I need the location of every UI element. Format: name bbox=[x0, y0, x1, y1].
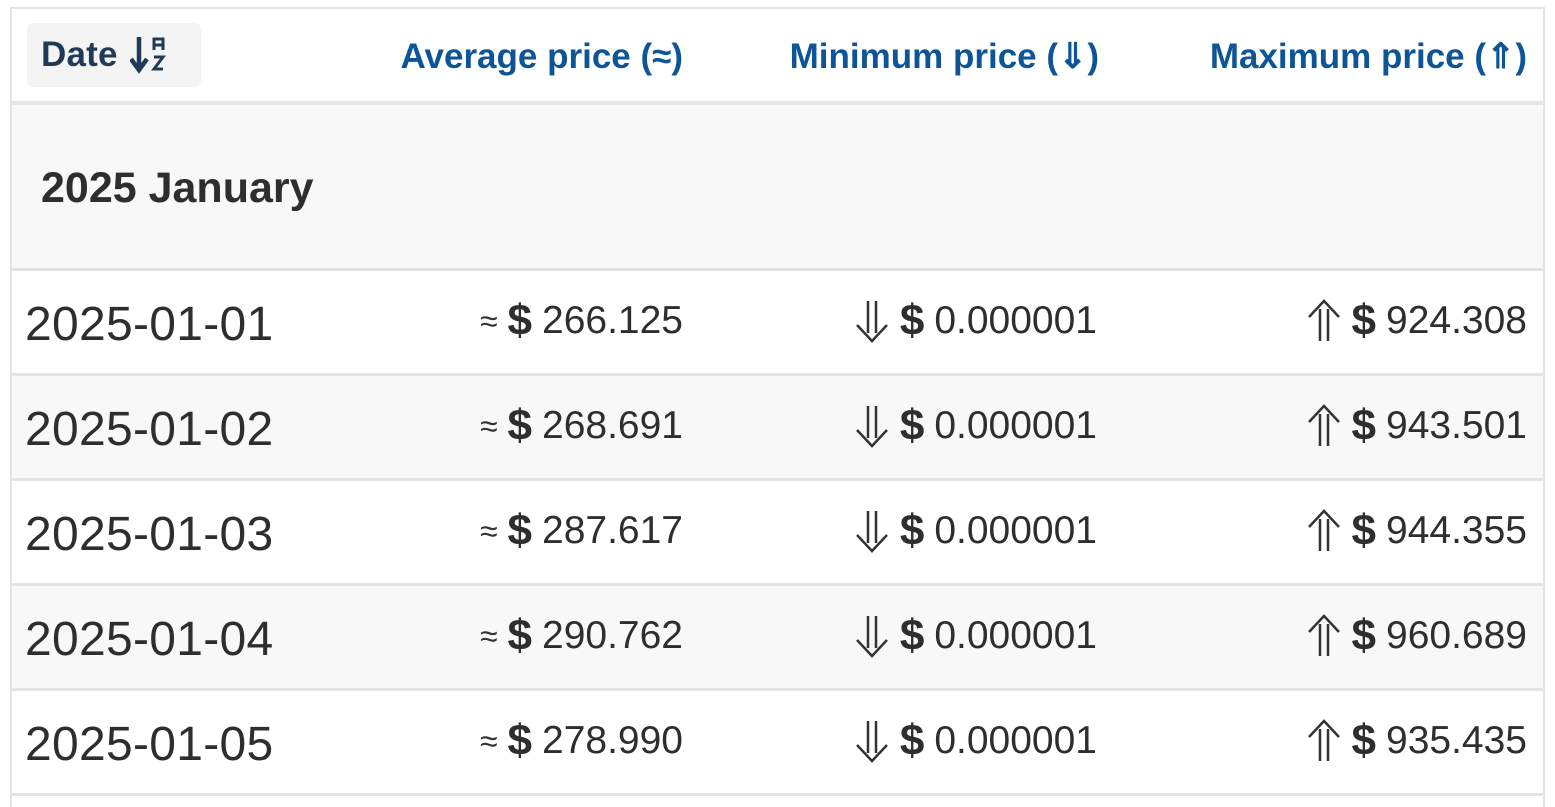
approx-icon: ≈ bbox=[479, 722, 498, 759]
maximum-price-cell: $ 960.689 bbox=[1306, 611, 1527, 661]
maximum-price-value: 944.355 bbox=[1386, 509, 1527, 552]
currency-symbol: $ bbox=[1351, 716, 1377, 765]
average-price-column-header[interactable]: Average price (≈) bbox=[400, 37, 683, 76]
approx-icon: ≈ bbox=[479, 302, 498, 339]
currency-symbol: $ bbox=[1351, 611, 1377, 660]
date-cell: 2025-01-02 bbox=[25, 403, 274, 456]
average-price-value: 287.617 bbox=[542, 509, 683, 552]
currency-symbol: $ bbox=[899, 506, 925, 555]
currency-symbol: $ bbox=[507, 716, 533, 765]
currency-symbol: $ bbox=[899, 401, 925, 450]
currency-symbol: $ bbox=[507, 611, 533, 660]
table-row: 2025-01-03 ≈ $ 287.617 $ 0.000001 $ 944.… bbox=[12, 481, 1543, 586]
currency-symbol: $ bbox=[1351, 296, 1377, 345]
double-arrow-down-icon bbox=[855, 721, 888, 763]
currency-symbol: $ bbox=[1351, 506, 1377, 555]
currency-symbol: $ bbox=[899, 716, 925, 765]
date-cell: 2025-01-01 bbox=[25, 298, 274, 351]
month-group-title: 2025 January bbox=[41, 164, 314, 212]
maximum-price-cell: $ 924.308 bbox=[1306, 296, 1527, 346]
approx-icon: ≈ bbox=[479, 407, 498, 444]
double-arrow-down-icon bbox=[855, 301, 888, 343]
table-row: 2025-01-04 ≈ $ 290.762 $ 0.000001 $ 960.… bbox=[12, 586, 1543, 691]
currency-symbol: $ bbox=[507, 506, 533, 555]
minimum-price-cell: $ 0.000001 bbox=[854, 716, 1097, 766]
maximum-price-cell: $ 935.435 bbox=[1306, 716, 1527, 766]
double-arrow-up-icon bbox=[1307, 404, 1340, 446]
currency-symbol: $ bbox=[1351, 401, 1377, 450]
currency-symbol: $ bbox=[507, 296, 533, 345]
maximum-price-value: 935.435 bbox=[1386, 719, 1527, 762]
double-arrow-up-icon bbox=[1307, 614, 1340, 656]
average-price-value: 278.990 bbox=[542, 719, 683, 762]
average-price-cell: ≈ $ 290.762 bbox=[480, 611, 683, 661]
average-price-cell: ≈ $ 266.125 bbox=[480, 296, 683, 346]
minimum-price-cell: $ 0.000001 bbox=[854, 296, 1097, 346]
table-header-row: Date Average price (≈) Minimum price (⇓)… bbox=[12, 9, 1543, 105]
minimum-price-value: 0.000001 bbox=[934, 614, 1097, 657]
month-group-row: 2025 January bbox=[12, 105, 1543, 271]
sort-alpha-down-icon bbox=[129, 37, 166, 74]
maximum-price-cell: $ 943.501 bbox=[1306, 401, 1527, 451]
date-column-header: Date bbox=[41, 35, 118, 74]
currency-symbol: $ bbox=[899, 296, 925, 345]
maximum-price-value: 960.689 bbox=[1386, 614, 1527, 657]
maximum-price-cell: $ 944.355 bbox=[1306, 506, 1527, 556]
date-sort-button[interactable]: Date bbox=[27, 23, 201, 87]
minimum-price-value: 0.000001 bbox=[934, 299, 1097, 342]
currency-symbol: $ bbox=[899, 611, 925, 660]
double-arrow-up-icon bbox=[1307, 299, 1340, 341]
double-arrow-down-icon bbox=[855, 406, 888, 448]
average-price-cell: ≈ $ 278.990 bbox=[480, 716, 683, 766]
currency-symbol: $ bbox=[507, 401, 533, 450]
average-price-value: 290.762 bbox=[542, 614, 683, 657]
average-price-value: 268.691 bbox=[542, 404, 683, 447]
date-cell: 2025-01-03 bbox=[25, 508, 274, 561]
minimum-price-column-header[interactable]: Minimum price (⇓) bbox=[789, 37, 1099, 76]
maximum-price-value: 943.501 bbox=[1386, 404, 1527, 447]
average-price-value: 266.125 bbox=[542, 299, 683, 342]
date-cell: 2025-01-05 bbox=[25, 718, 274, 771]
minimum-price-value: 0.000001 bbox=[934, 509, 1097, 552]
minimum-price-cell: $ 0.000001 bbox=[854, 611, 1097, 661]
table-row: 2025-01-01 ≈ $ 266.125 $ 0.000001 $ 924.… bbox=[12, 271, 1543, 376]
average-price-cell: ≈ $ 287.617 bbox=[480, 506, 683, 556]
double-arrow-down-icon bbox=[855, 511, 888, 553]
double-arrow-up-icon bbox=[1307, 509, 1340, 551]
minimum-price-value: 0.000001 bbox=[934, 404, 1097, 447]
price-table: Date Average price (≈) Minimum price (⇓)… bbox=[10, 7, 1545, 807]
minimum-price-cell: $ 0.000001 bbox=[854, 401, 1097, 451]
maximum-price-column-header[interactable]: Maximum price (⇑) bbox=[1209, 37, 1527, 76]
minimum-price-value: 0.000001 bbox=[934, 719, 1097, 762]
minimum-price-cell: $ 0.000001 bbox=[854, 506, 1097, 556]
average-price-cell: ≈ $ 268.691 bbox=[480, 401, 683, 451]
table-row: 2025-01-05 ≈ $ 278.990 $ 0.000001 $ 935.… bbox=[12, 691, 1543, 796]
double-arrow-up-icon bbox=[1307, 719, 1340, 761]
approx-icon: ≈ bbox=[479, 512, 498, 549]
double-arrow-down-icon bbox=[855, 616, 888, 658]
approx-icon: ≈ bbox=[479, 617, 498, 654]
table-row: 2025-01-02 ≈ $ 268.691 $ 0.000001 $ 943.… bbox=[12, 376, 1543, 481]
date-cell: 2025-01-04 bbox=[25, 613, 274, 666]
maximum-price-value: 924.308 bbox=[1386, 299, 1527, 342]
